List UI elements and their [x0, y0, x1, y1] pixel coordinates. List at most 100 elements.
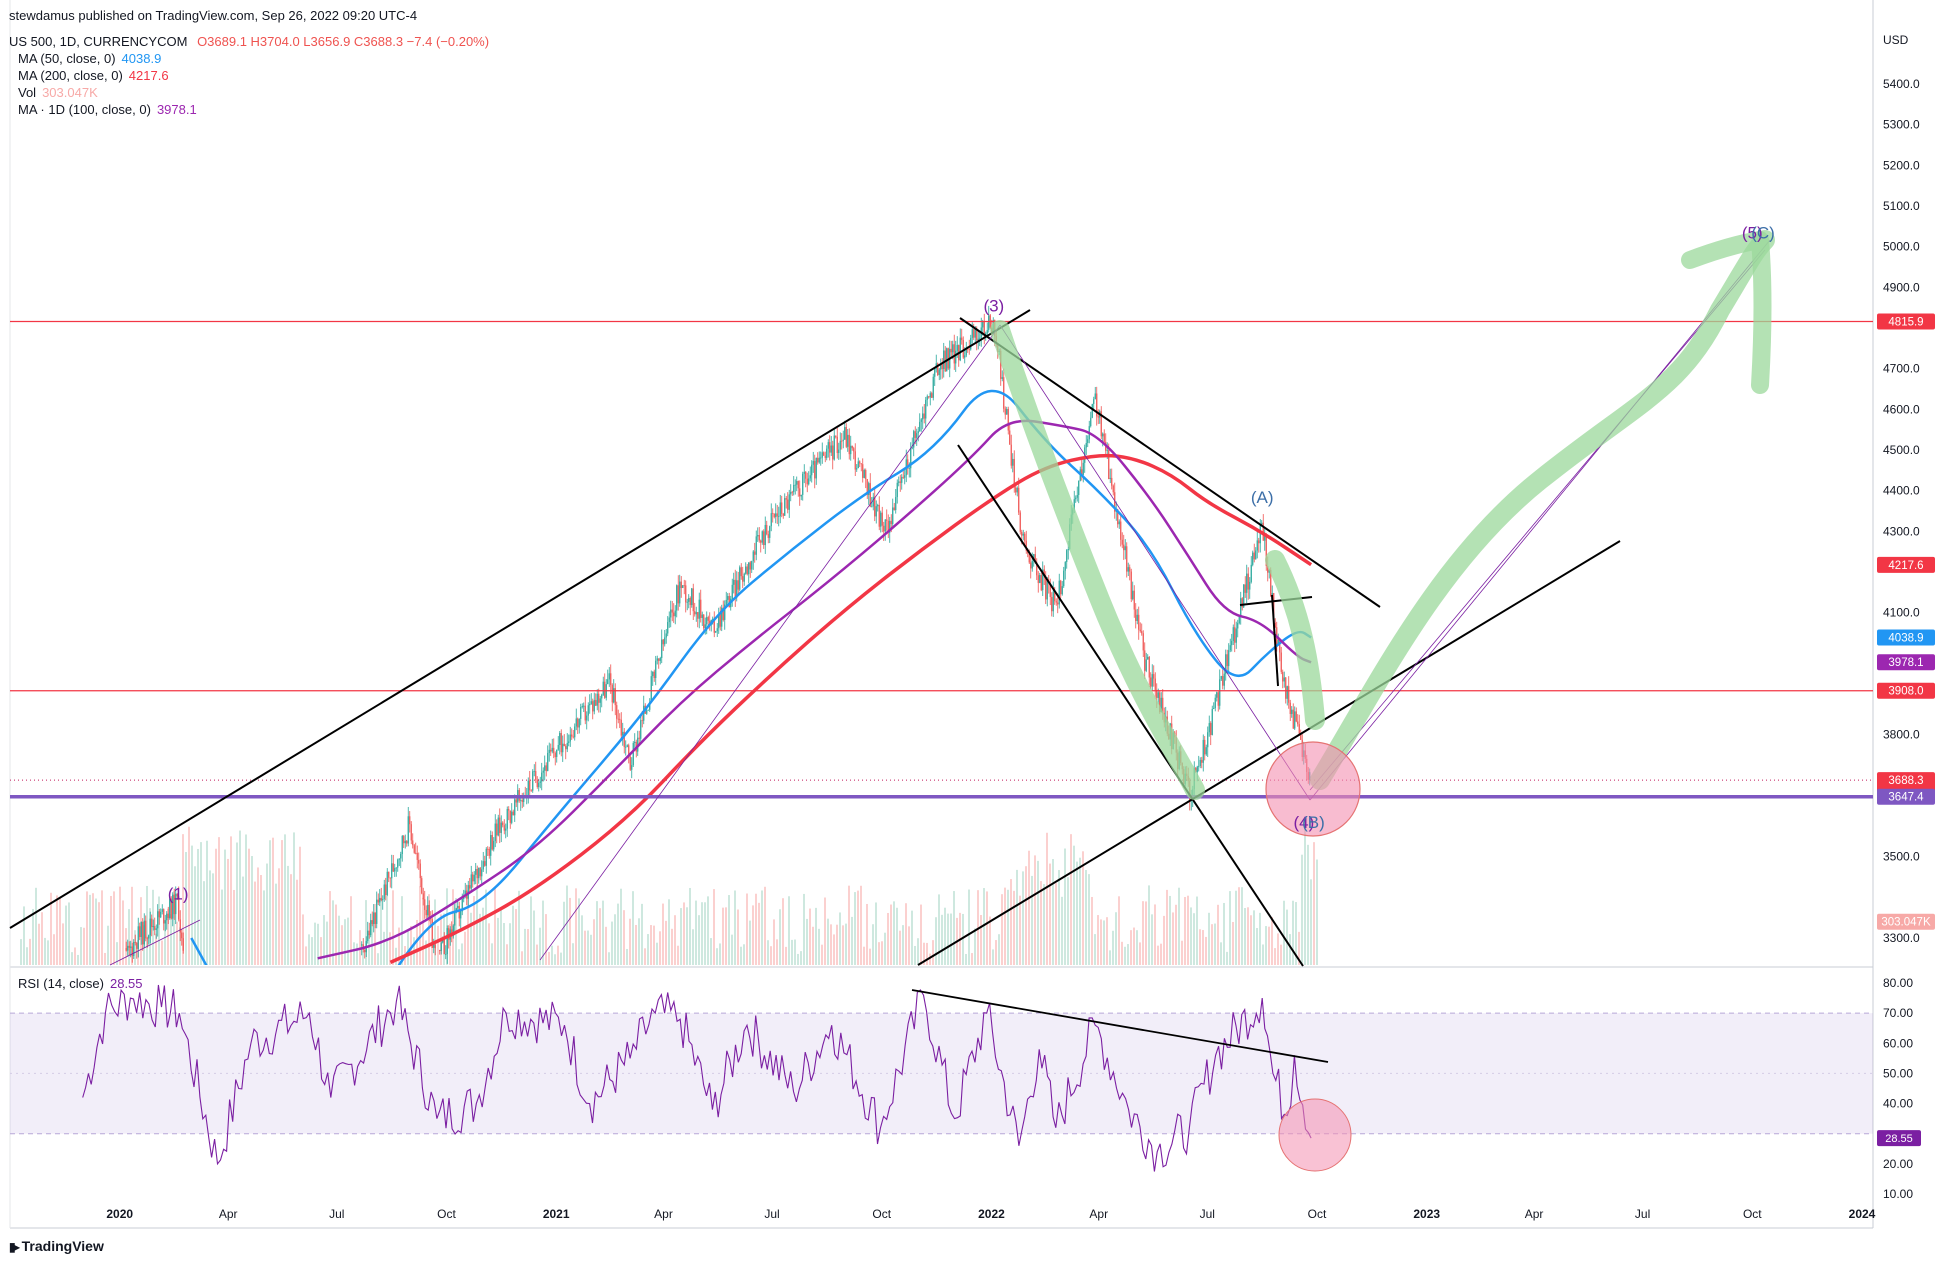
candle — [620, 712, 622, 742]
volume-bar — [272, 837, 274, 965]
volume-bar — [383, 931, 385, 965]
volume-bar — [71, 952, 73, 965]
indicator-ma100[interactable]: MA · 1D (100, close, 0) 3978.1 — [18, 102, 197, 117]
rsi-highlight-circle — [1278, 1098, 1352, 1172]
candle — [1250, 556, 1252, 584]
candle — [629, 754, 631, 771]
candle — [469, 878, 471, 892]
candle — [625, 740, 627, 756]
candle — [163, 908, 165, 931]
volume-bar — [1112, 930, 1114, 965]
candle — [953, 334, 955, 370]
candle — [176, 893, 178, 901]
candle — [1145, 652, 1147, 673]
candle — [1225, 649, 1227, 681]
candle — [988, 305, 990, 333]
time-tick-label: Oct — [872, 1207, 891, 1221]
candle — [376, 891, 378, 929]
volume-bar — [1148, 885, 1150, 965]
volume-bar — [548, 951, 550, 965]
symbol-name[interactable]: US 500, 1D, CURRENCYCOM — [9, 34, 188, 49]
volume-bar — [1085, 870, 1087, 965]
candle — [808, 471, 810, 486]
candle — [652, 671, 654, 686]
price-tick-label: 5000.0 — [1883, 240, 1920, 254]
candle — [590, 693, 592, 705]
candle — [857, 457, 859, 469]
volume-bar — [386, 895, 388, 965]
volume-bar — [1016, 869, 1018, 965]
candle — [790, 484, 792, 502]
candle — [692, 583, 694, 621]
candle — [776, 505, 778, 525]
volume-bar — [1205, 936, 1207, 965]
volume-bar — [758, 902, 760, 965]
volume-bar — [116, 942, 118, 965]
volume-bar — [113, 891, 115, 965]
volume-bar — [563, 901, 565, 965]
candle — [476, 865, 478, 887]
candle — [481, 860, 483, 885]
volume-bar — [134, 930, 136, 965]
indicator-volume[interactable]: Vol 303.047K — [18, 85, 98, 100]
candle — [523, 792, 525, 807]
volume-bar — [932, 940, 934, 965]
volume-bar — [602, 900, 604, 965]
candle — [1220, 675, 1222, 681]
candle — [383, 879, 385, 902]
candle — [779, 494, 781, 524]
volume-bar — [1214, 923, 1216, 965]
volume-bar — [773, 919, 775, 965]
volume-bar — [191, 845, 193, 965]
volume-bar — [482, 907, 484, 965]
volume-bar — [1097, 915, 1099, 965]
volume-bar — [473, 896, 475, 965]
candle — [844, 420, 846, 440]
candle — [545, 762, 547, 777]
candle — [650, 670, 652, 703]
candle — [181, 929, 183, 946]
volume-bar — [710, 938, 712, 965]
volume-bar — [275, 883, 277, 965]
price-axis-label: 4038.9 — [1877, 629, 1935, 646]
volume-bar — [221, 889, 223, 965]
rsi-legend[interactable]: RSI (14, close) 28.55 — [18, 976, 143, 991]
volume-bar — [203, 881, 205, 965]
candle — [881, 506, 883, 533]
volume-bar — [1052, 859, 1054, 965]
candle — [904, 470, 906, 485]
volume-bar — [158, 896, 160, 965]
volume-bar — [401, 896, 403, 965]
volume-bar — [317, 923, 319, 965]
candle — [827, 439, 829, 458]
volume-bar — [416, 919, 418, 965]
indicator-ma200[interactable]: MA (200, close, 0) 4217.6 — [18, 68, 169, 83]
candle — [470, 865, 472, 893]
candle — [1286, 685, 1288, 706]
volume-bar — [47, 940, 49, 965]
candle — [1042, 561, 1044, 597]
time-tick-label: Apr — [219, 1207, 238, 1221]
volume-bar — [584, 930, 586, 965]
candle — [695, 606, 697, 622]
price-tick-label: 3300.0 — [1883, 931, 1920, 945]
volume-bar — [1067, 877, 1069, 965]
candle — [734, 569, 736, 607]
candle — [488, 846, 490, 859]
candle — [1214, 694, 1216, 712]
volume-bar — [419, 886, 421, 965]
time-axis: 2020 Apr Jul Oct 2021 Apr Jul Oct 2022 Apr Jul Oct 2… — [106, 1207, 1875, 1221]
indicator-ma50[interactable]: MA (50, close, 0) 4038.9 — [18, 51, 162, 66]
volume-bar — [1298, 931, 1300, 965]
candle — [1001, 370, 1003, 382]
candle — [583, 702, 585, 713]
candle — [1051, 592, 1053, 617]
candle — [1025, 530, 1027, 554]
volume-bar — [701, 902, 703, 965]
volume-bar — [623, 910, 625, 965]
candle — [1244, 576, 1246, 598]
candle — [397, 858, 399, 872]
tradingview-logo[interactable]: ▮▸ TradingView — [9, 1238, 104, 1254]
moving-average-line — [389, 453, 1313, 964]
